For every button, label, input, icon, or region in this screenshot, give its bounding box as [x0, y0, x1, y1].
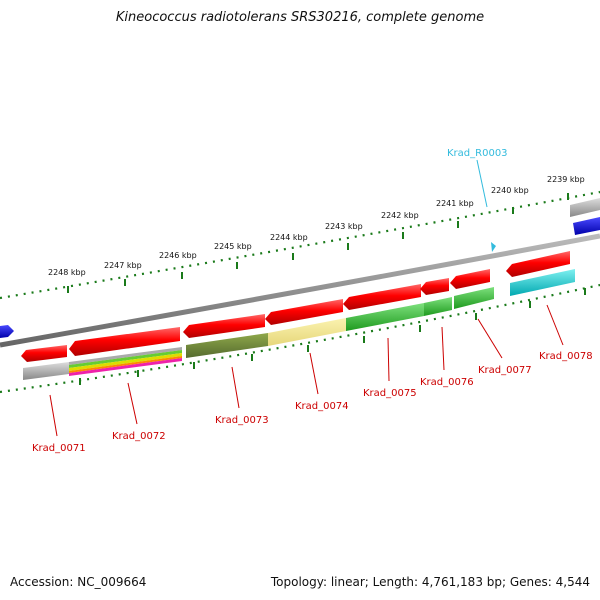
upper-major-ticks: [67, 193, 569, 293]
bar-krad-0071: [23, 362, 69, 380]
gene-label-krad-0078: Krad_0078: [539, 351, 593, 362]
gene-label-krad-0072: Krad_0072: [112, 431, 166, 442]
scale-label-2242: 2242 kbp: [381, 211, 419, 220]
genome-summary-text: Topology: linear; Length: 4,761,183 bp; …: [270, 575, 590, 589]
map-title: Kineococcus radiotolerans SRS30216, comp…: [115, 10, 485, 25]
upper-scale-track: [0, 190, 600, 300]
bar-krad-0072-orange: [69, 356, 182, 373]
scale-label-2247: 2247 kbp: [104, 261, 142, 270]
genome-backbone: [0, 233, 600, 348]
rna-label: Krad_R0003: [447, 148, 508, 159]
cds-krad-0071: [21, 345, 67, 362]
gene-label-krad-0075: Krad_0075: [363, 388, 417, 399]
bar-krad-0072-green: [69, 350, 182, 368]
gene-label-krad-0076: Krad_0076: [420, 377, 474, 388]
cds-krad-0072: [69, 327, 180, 356]
gene-label-krad-0073: Krad_0073: [215, 415, 269, 426]
cds-features: [21, 251, 570, 362]
scale-label-2241: 2241 kbp: [436, 199, 474, 208]
blue-feature-left: [0, 325, 14, 338]
blue-feature-right: [573, 217, 600, 235]
scale-label-2240: 2240 kbp: [491, 186, 529, 195]
cds-krad-0075: [343, 284, 421, 310]
lower-major-ticks: [79, 288, 586, 385]
cds-krad-0073: [183, 314, 265, 338]
gene-label-krad-0077: Krad_0077: [478, 365, 532, 376]
gene-label-krad-0071: Krad_0071: [32, 443, 86, 454]
cds-krad-0078: [506, 251, 570, 277]
cds-krad-0076: [420, 278, 449, 295]
bar-krad-0077: [454, 287, 494, 309]
bar-krad-0074: [268, 318, 346, 346]
rna-leader: [476, 159, 488, 208]
rna-feature-arrow: [491, 242, 496, 252]
scale-label-2246: 2246 kbp: [159, 251, 197, 260]
bar-krad-0072-gray: [69, 347, 182, 365]
scale-label-2248: 2248 kbp: [48, 268, 86, 277]
scale-label-2244: 2244 kbp: [270, 233, 308, 242]
cds-krad-0074: [265, 299, 343, 325]
accession-text: Accession: NC_009664: [10, 575, 147, 589]
annotation-bars: [23, 269, 575, 380]
bar-krad-0076: [424, 297, 452, 316]
gray-feature-right: [570, 198, 600, 217]
bar-krad-0072-yellow: [69, 353, 182, 371]
gene-label-krad-0074: Krad_0074: [295, 401, 349, 412]
bar-krad-0075: [346, 303, 424, 331]
scale-label-2243: 2243 kbp: [325, 222, 363, 231]
bar-krad-0072-magenta: [69, 358, 182, 376]
scale-label-2245: 2245 kbp: [214, 242, 252, 251]
gene-leaders: [49, 304, 564, 437]
cds-krad-0077: [450, 269, 490, 289]
bar-krad-0078: [510, 269, 575, 296]
scale-label-2239: 2239 kbp: [547, 175, 585, 184]
bar-krad-0073: [186, 333, 268, 358]
